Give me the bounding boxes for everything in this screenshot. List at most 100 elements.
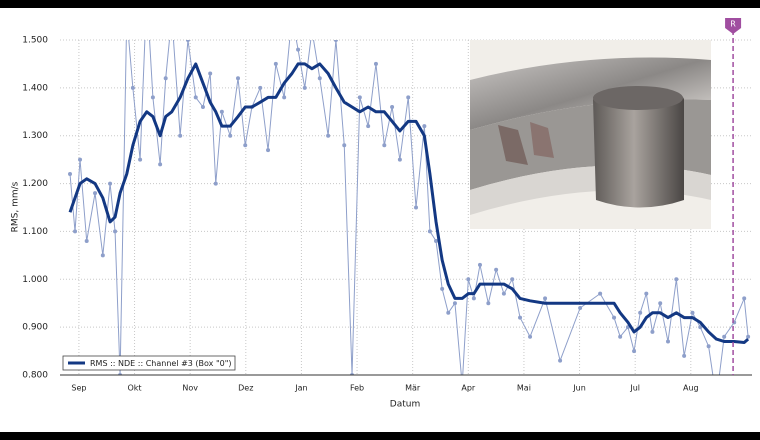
x-tick-label: Mai <box>517 384 531 393</box>
data-point <box>477 262 482 267</box>
data-point <box>518 315 523 320</box>
y-axis-label: RMS, mm/s <box>11 181 21 232</box>
data-point <box>422 124 427 129</box>
data-point <box>644 291 649 296</box>
data-point <box>543 296 548 301</box>
data-point <box>150 95 155 100</box>
data-point <box>690 310 695 315</box>
data-point <box>130 85 135 90</box>
x-axis-label: Datum <box>390 400 420 410</box>
data-point <box>390 105 395 109</box>
data-point <box>466 277 471 282</box>
y-tick-label: 1.200 <box>22 179 48 189</box>
data-point <box>382 143 387 148</box>
marker-badge <box>725 18 742 34</box>
data-point <box>618 334 623 339</box>
data-point <box>243 143 248 148</box>
data-point <box>494 267 499 272</box>
data-point <box>310 28 314 32</box>
series-line <box>68 62 750 344</box>
top-bar <box>0 0 760 8</box>
data-point <box>317 76 322 81</box>
data-point <box>446 310 451 315</box>
data-point <box>193 95 198 100</box>
legend-label: RMS :: NDE :: Channel #3 (Box "0") <box>90 359 232 368</box>
data-point <box>84 239 89 243</box>
data-point <box>612 315 617 320</box>
data-point <box>185 40 190 42</box>
data-point <box>219 109 224 114</box>
data-point <box>434 239 439 243</box>
data-point <box>158 162 163 167</box>
bottom-bar <box>0 432 760 440</box>
photo-inset <box>470 40 711 229</box>
data-point <box>510 277 515 282</box>
data-point <box>73 229 78 234</box>
data-point <box>125 14 129 18</box>
data-point <box>558 358 563 363</box>
data-point <box>342 143 347 148</box>
data-point <box>357 95 362 100</box>
data-point <box>258 85 263 90</box>
data-point <box>706 344 711 349</box>
data-point <box>326 133 331 138</box>
data-point <box>486 301 491 306</box>
data-point <box>108 181 113 186</box>
y-tick-label: 1.100 <box>22 227 48 237</box>
data-point <box>406 95 411 100</box>
data-point <box>471 296 476 301</box>
x-tick-label: Feb <box>350 384 364 393</box>
data-point <box>714 397 718 401</box>
data-point <box>746 334 751 339</box>
data-point <box>638 310 643 315</box>
data-point <box>397 157 402 162</box>
data-point <box>290 14 294 18</box>
data-point <box>266 148 271 153</box>
data-point <box>722 334 727 339</box>
data-point <box>452 301 457 306</box>
data-point <box>178 133 183 138</box>
data-point <box>302 85 307 90</box>
x-tick-label: Okt <box>128 384 142 393</box>
data-point <box>440 286 445 291</box>
data-point <box>682 353 687 358</box>
y-tick-label: 1.500 <box>22 36 48 46</box>
y-tick-label: 1.000 <box>22 275 48 285</box>
data-point <box>598 291 603 296</box>
data-point <box>170 14 174 18</box>
data-point <box>228 133 233 138</box>
data-point <box>213 181 218 186</box>
data-point <box>501 291 506 296</box>
y-tick-label: 0.900 <box>22 323 48 333</box>
legend-box <box>62 355 236 371</box>
data-point <box>427 229 432 234</box>
x-tick-label: Jan <box>294 384 307 393</box>
y-tick-label: 1.400 <box>22 83 48 93</box>
x-tick-label: Jul <box>629 384 640 393</box>
data-point <box>138 157 143 162</box>
data-point <box>578 306 583 310</box>
data-point <box>414 205 419 210</box>
data-point <box>296 47 301 52</box>
data-point <box>273 61 278 66</box>
data-point <box>373 61 378 66</box>
data-point <box>632 349 637 354</box>
data-point <box>650 329 655 334</box>
data-point <box>78 157 83 162</box>
data-point <box>163 76 168 81</box>
data-point <box>674 277 679 282</box>
data-point <box>200 105 205 109</box>
x-tick-label: Mär <box>405 384 421 393</box>
x-tick-label: Sep <box>71 384 86 393</box>
data-point <box>113 229 118 234</box>
data-point <box>208 71 213 76</box>
data-point <box>236 76 241 81</box>
data-point <box>658 301 663 306</box>
data-point <box>282 95 287 100</box>
data-point <box>698 325 703 330</box>
data-point <box>333 40 338 42</box>
data-point <box>366 124 371 129</box>
